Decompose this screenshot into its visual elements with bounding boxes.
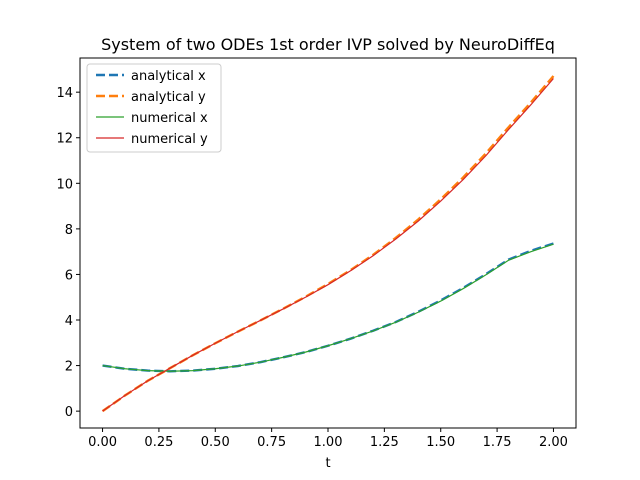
x-tick-label: 0.75 <box>257 435 286 450</box>
y-tick-label: 14 <box>56 86 73 101</box>
x-axis: 0.00 0.25 0.50 0.75 1.00 1.25 1.50 1.75 2.00 <box>88 428 568 450</box>
legend-box <box>86 63 222 153</box>
x-axis-label: t <box>325 456 330 471</box>
x-tick-label: 1.50 <box>426 435 455 450</box>
x-tick-label: 1.25 <box>370 435 399 450</box>
y-tick-label: 10 <box>56 177 73 192</box>
x-tick-label: 2.00 <box>539 435 568 450</box>
x-tick-label: 0.50 <box>201 435 230 450</box>
y-tick-label: 0 <box>65 405 73 420</box>
legend-label-2: numerical x <box>131 111 208 126</box>
legend-label-1: analytical y <box>131 90 206 105</box>
legend-label-0: analytical x <box>131 69 206 84</box>
y-axis: 0 2 4 6 8 10 12 14 <box>56 86 80 420</box>
x-tick-label: 0.25 <box>144 435 173 450</box>
y-tick-label: 2 <box>65 360 73 375</box>
y-tick-label: 8 <box>65 223 73 238</box>
x-tick-label: 0.00 <box>88 435 117 450</box>
y-tick-label: 4 <box>65 314 73 329</box>
series-line-3 <box>102 78 554 412</box>
legend-label-3: numerical y <box>131 132 208 147</box>
chart-title: System of two ODEs 1st order IVP solved … <box>101 35 555 54</box>
y-tick-label: 6 <box>65 268 73 283</box>
series-line-2 <box>102 243 554 372</box>
legend: analytical x analytical y numerical x numer… <box>86 63 222 153</box>
x-tick-label: 1.00 <box>314 435 343 450</box>
x-tick-label: 1.75 <box>483 435 512 450</box>
plot-lines <box>101 75 555 413</box>
y-tick-label: 12 <box>56 132 73 147</box>
